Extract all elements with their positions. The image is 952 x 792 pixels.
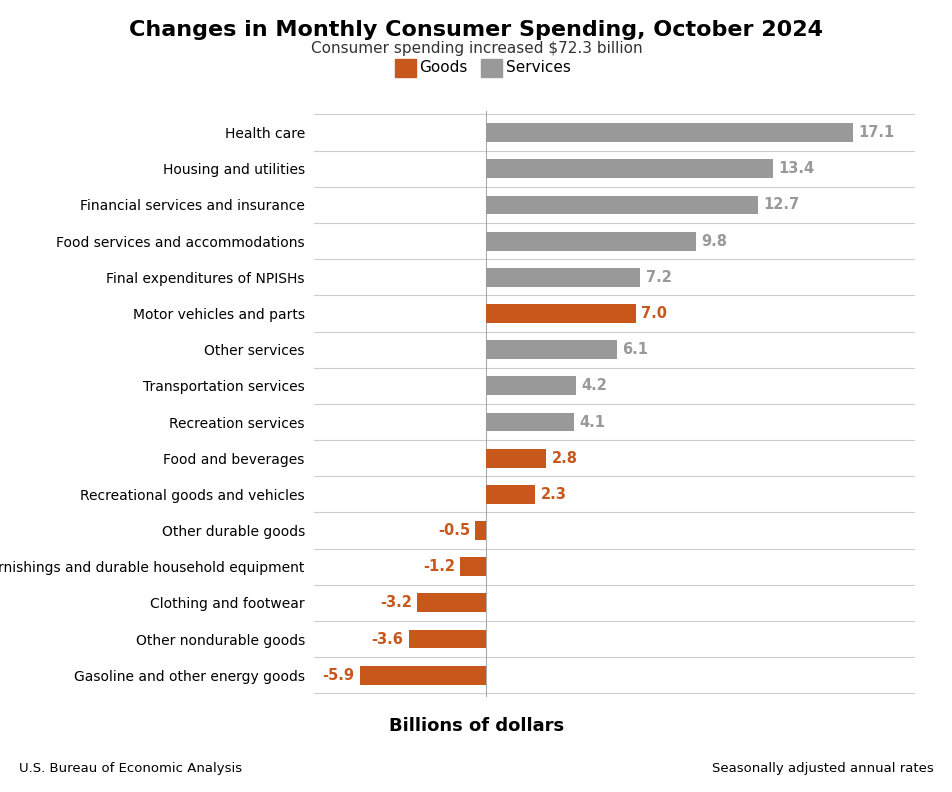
Bar	[359, 666, 486, 684]
Text: Services: Services	[506, 60, 570, 74]
Text: 12.7: 12.7	[763, 197, 799, 212]
Bar	[486, 196, 758, 215]
Bar	[475, 521, 486, 540]
Text: Billions of dollars: Billions of dollars	[388, 717, 564, 735]
Bar	[486, 268, 640, 287]
Bar	[486, 232, 695, 250]
Text: Consumer spending increased $72.3 billion: Consumer spending increased $72.3 billio…	[310, 41, 642, 56]
Text: -3.2: -3.2	[380, 596, 411, 611]
Bar	[460, 558, 486, 576]
Bar	[486, 159, 772, 178]
Bar	[408, 630, 486, 649]
Text: 13.4: 13.4	[778, 162, 814, 177]
Bar	[486, 413, 573, 432]
Bar	[486, 449, 545, 467]
Text: 2.8: 2.8	[551, 451, 577, 466]
Bar	[486, 341, 616, 359]
Bar	[486, 304, 635, 323]
Text: 7.0: 7.0	[641, 306, 666, 321]
Text: 4.2: 4.2	[581, 379, 606, 394]
Text: 9.8: 9.8	[701, 234, 726, 249]
Text: U.S. Bureau of Economic Analysis: U.S. Bureau of Economic Analysis	[19, 762, 242, 775]
Bar	[486, 485, 535, 504]
Bar	[486, 376, 575, 395]
Text: -1.2: -1.2	[423, 559, 454, 574]
Text: -0.5: -0.5	[437, 523, 469, 538]
Text: 4.1: 4.1	[579, 414, 605, 429]
Text: -3.6: -3.6	[371, 631, 403, 646]
Text: Changes in Monthly Consumer Spending, October 2024: Changes in Monthly Consumer Spending, Oc…	[129, 20, 823, 40]
Text: Goods: Goods	[419, 60, 467, 74]
Text: Seasonally adjusted annual rates: Seasonally adjusted annual rates	[711, 762, 933, 775]
Text: 17.1: 17.1	[857, 125, 893, 140]
Text: 2.3: 2.3	[540, 487, 566, 502]
Bar	[417, 593, 486, 612]
Bar	[486, 124, 852, 142]
Text: 7.2: 7.2	[645, 270, 671, 285]
Text: 6.1: 6.1	[622, 342, 647, 357]
Text: -5.9: -5.9	[322, 668, 354, 683]
